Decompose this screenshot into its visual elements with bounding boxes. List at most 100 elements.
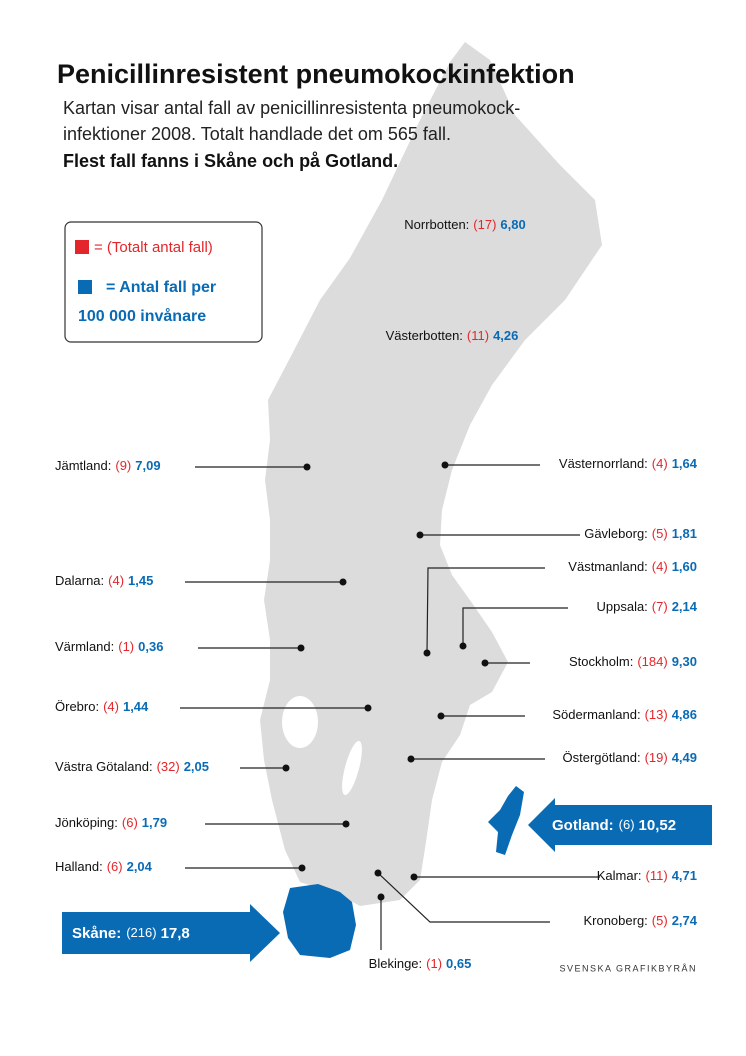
region-name: Blekinge: xyxy=(369,956,422,971)
region-name: Västernorrland: xyxy=(559,456,648,471)
subtitle: Kartan visar antal fall av penicillinres… xyxy=(63,98,520,118)
region-rate: 4,49 xyxy=(672,750,697,765)
region-rate: 6,80 xyxy=(500,217,525,232)
subtitle: infektioner 2008. Totalt handlade det om… xyxy=(63,124,451,144)
region-rate: 1,79 xyxy=(142,815,167,830)
region-dot xyxy=(441,461,449,469)
region-count: (4) xyxy=(103,699,119,714)
region-rate: 4,86 xyxy=(672,707,697,722)
callout-count: (216) xyxy=(126,925,156,940)
region-name: Södermanland: xyxy=(552,707,640,722)
region-rate: 1,64 xyxy=(672,456,698,471)
legend-box xyxy=(64,221,263,343)
region-label: Kronoberg: (5) 2,74 xyxy=(583,913,697,928)
region-rate: 0,36 xyxy=(138,639,163,654)
region-dot xyxy=(297,644,305,652)
region-name: Västerbotten: xyxy=(386,328,463,343)
legend-swatch-count xyxy=(75,240,89,254)
region-rate: 4,71 xyxy=(672,868,697,883)
region-label: Västmanland: (4) 1,60 xyxy=(568,559,697,574)
region-dot xyxy=(303,463,311,471)
region-label: Jämtland: (9) 7,09 xyxy=(55,458,161,473)
lake-vanern xyxy=(282,696,318,748)
region-label: Västernorrland: (4) 1,64 xyxy=(559,456,698,471)
legend-rate: 100 000 invånare xyxy=(78,307,206,325)
region-label: Stockholm: (184) 9,30 xyxy=(569,654,697,669)
callout-label: Skåne: (216) 17,8 xyxy=(72,925,190,942)
region-label: Halland: (6) 2,04 xyxy=(55,859,153,874)
region-label: Jönköping: (6) 1,79 xyxy=(55,815,167,830)
region-rate: 0,65 xyxy=(446,956,471,971)
region-count: (184) xyxy=(637,654,667,669)
region-name: Stockholm: xyxy=(569,654,633,669)
region-rate: 1,81 xyxy=(672,526,697,541)
legend-count: = (Totalt antal fall) xyxy=(94,239,213,256)
title: Penicillinresistent pneumokockinfektion xyxy=(57,59,575,89)
legend-swatch-rate xyxy=(78,280,92,294)
region-name: Kalmar: xyxy=(597,868,642,883)
region-name: Halland: xyxy=(55,859,103,874)
region-count: (5) xyxy=(652,913,668,928)
leader-line xyxy=(426,567,545,654)
region-label: Östergötland: (19) 4,49 xyxy=(563,750,697,765)
leader-line xyxy=(377,872,550,923)
region-count: (6) xyxy=(122,815,138,830)
region-label: Blekinge: (1) 0,65 xyxy=(369,956,472,971)
skane-shape xyxy=(283,884,356,958)
region-count: (4) xyxy=(108,573,124,588)
region-dot xyxy=(423,649,431,657)
region-rate: 1,44 xyxy=(123,699,149,714)
callout-rate: 17,8 xyxy=(161,925,190,942)
region-dot xyxy=(437,712,445,720)
region-dot xyxy=(459,642,467,650)
callout-label: Gotland: (6) 10,52 xyxy=(552,817,676,834)
region-count: (1) xyxy=(118,639,134,654)
region-name: Jämtland: xyxy=(55,458,111,473)
region-count: (32) xyxy=(157,759,180,774)
region-rate: 2,14 xyxy=(672,599,698,614)
callout-name: Skåne: xyxy=(72,925,121,942)
region-name: Kronoberg: xyxy=(583,913,647,928)
region-dot xyxy=(339,578,347,586)
region-count: (11) xyxy=(646,868,668,883)
region-label: Örebro: (4) 1,44 xyxy=(55,699,149,714)
region-label: Västerbotten: (11) 4,26 xyxy=(386,328,519,343)
region-label: Dalarna: (4) 1,45 xyxy=(55,573,153,588)
sweden-map xyxy=(260,42,602,906)
region-dot xyxy=(298,864,306,872)
region-rate: 9,30 xyxy=(672,654,697,669)
region-label: Uppsala: (7) 2,14 xyxy=(596,599,697,614)
gotland-shape xyxy=(488,786,524,855)
region-name: Värmland: xyxy=(55,639,114,654)
callout-rate: 10,52 xyxy=(639,817,677,834)
region-name: Jönköping: xyxy=(55,815,118,830)
region-dot xyxy=(374,869,382,877)
region-name: Västra Götaland: xyxy=(55,759,153,774)
region-count: (11) xyxy=(467,328,489,343)
region-rate: 2,74 xyxy=(672,913,698,928)
region-label: Värmland: (1) 0,36 xyxy=(55,639,163,654)
region-label: Gävleborg: (5) 1,81 xyxy=(584,526,697,541)
region-count: (13) xyxy=(645,707,668,722)
region-name: Västmanland: xyxy=(568,559,648,574)
region-rate: 2,04 xyxy=(127,859,153,874)
region-name: Dalarna: xyxy=(55,573,104,588)
region-rate: 2,05 xyxy=(184,759,209,774)
region-label: Kalmar: (11) 4,71 xyxy=(597,868,697,883)
leader-line xyxy=(462,607,568,646)
region-name: Östergötland: xyxy=(563,750,641,765)
region-dot xyxy=(410,873,418,881)
legend-rate: = Antal fall per xyxy=(106,279,216,296)
region-count: (7) xyxy=(652,599,668,614)
region-dot xyxy=(416,531,424,539)
region-dot xyxy=(377,893,385,901)
region-label: Västra Götaland: (32) 2,05 xyxy=(55,759,209,774)
region-count: (4) xyxy=(652,456,668,471)
callout-name: Gotland: xyxy=(552,817,614,834)
region-dot xyxy=(407,755,415,763)
credit: SVENSKA GRAFIKBYRÅN xyxy=(559,963,697,973)
region-label: Södermanland: (13) 4,86 xyxy=(552,707,697,722)
region-rate: 1,60 xyxy=(672,559,697,574)
region-count: (17) xyxy=(473,217,496,232)
